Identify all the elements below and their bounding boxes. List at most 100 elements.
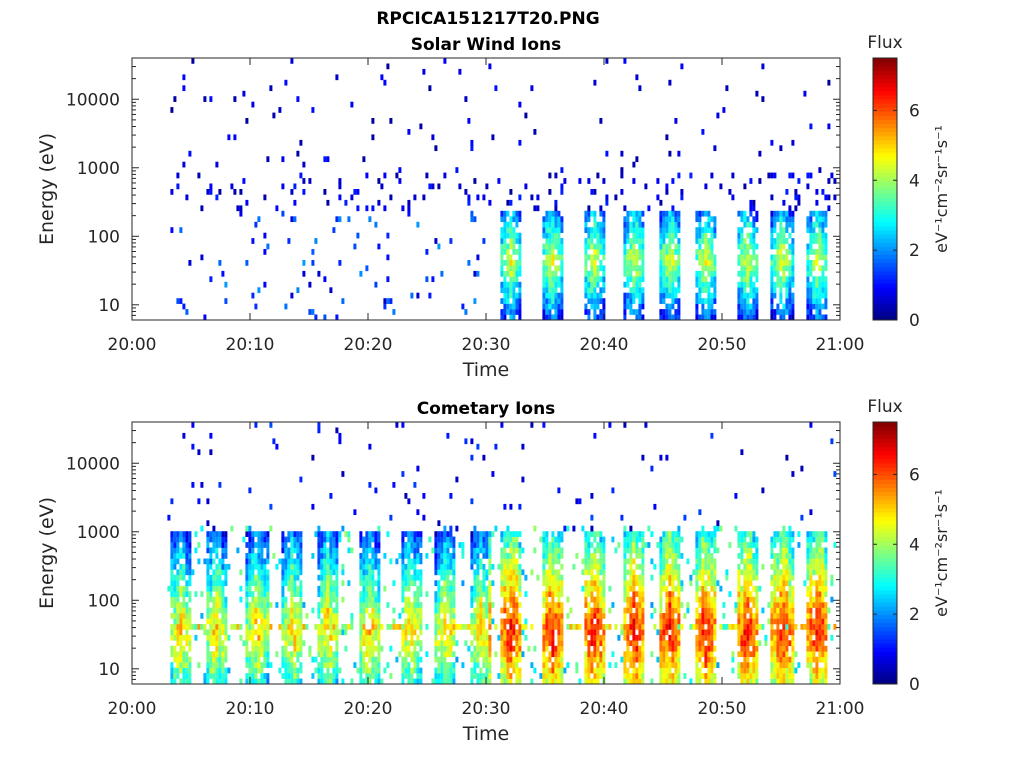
heatmap-cell <box>620 624 624 630</box>
heatmap-cell <box>770 292 774 299</box>
heatmap-cell <box>599 563 603 570</box>
heatmap-cell <box>266 531 270 537</box>
heatmap-cell <box>176 596 180 603</box>
heatmap-cell <box>281 618 285 625</box>
heatmap-cell <box>485 591 489 597</box>
heatmap-cell <box>170 673 174 679</box>
heatmap-cell <box>221 602 225 608</box>
heatmap-cell <box>374 563 378 570</box>
heatmap-cell <box>557 281 561 288</box>
heatmap-cell <box>737 596 741 603</box>
heatmap-cell <box>707 536 711 543</box>
heatmap-cell <box>713 563 717 570</box>
heatmap-cell <box>749 640 753 647</box>
heatmap-cell <box>695 596 699 603</box>
heatmap-cell <box>788 270 792 277</box>
heatmap-cell <box>188 563 192 570</box>
heatmap-cell <box>317 667 321 674</box>
heatmap-cell <box>779 210 783 217</box>
heatmap-cell <box>218 645 222 652</box>
heatmap-cell <box>545 232 549 239</box>
heatmap-cell <box>632 574 636 581</box>
heatmap-cell <box>401 580 405 587</box>
heatmap-cell <box>707 591 711 597</box>
heatmap-cell <box>554 678 558 685</box>
heatmap-cell <box>809 123 813 130</box>
heatmap-cell <box>743 662 747 668</box>
heatmap-cell <box>641 536 645 543</box>
heatmap-cell <box>632 624 636 630</box>
heatmap-cell <box>446 678 450 685</box>
heatmap-cell <box>560 254 564 261</box>
heatmap-cell <box>770 309 774 315</box>
heatmap-cell <box>185 640 189 647</box>
heatmap-cell <box>776 634 780 641</box>
heatmap-cell <box>674 210 678 217</box>
heatmap-cell <box>470 613 474 619</box>
heatmap-cell <box>407 498 411 505</box>
heatmap-cell <box>449 624 453 630</box>
heatmap-cell <box>740 292 744 299</box>
heatmap-cell <box>335 569 339 576</box>
heatmap-cell <box>635 553 639 559</box>
heatmap-cell <box>317 645 321 652</box>
heatmap-cell <box>539 536 543 543</box>
heatmap-cell <box>710 569 714 576</box>
heatmap-cell <box>779 536 783 543</box>
heatmap-cell <box>791 629 795 636</box>
heatmap-cell <box>683 673 687 679</box>
heatmap-cell <box>443 574 447 581</box>
heatmap-cell <box>227 563 231 570</box>
heatmap-cell <box>755 662 759 668</box>
heatmap-cell <box>446 667 450 674</box>
heatmap-cell <box>659 292 663 299</box>
heatmap-cell <box>359 634 363 641</box>
heatmap-cell <box>452 574 456 581</box>
heatmap-cell <box>290 634 294 641</box>
heatmap-cell <box>623 238 627 244</box>
heatmap-cell <box>638 232 642 239</box>
heatmap-cell <box>791 667 795 674</box>
heatmap-cell <box>377 531 381 537</box>
heatmap-cell <box>599 118 603 124</box>
heatmap-cell <box>710 596 714 603</box>
heatmap-cell <box>365 172 369 179</box>
heatmap-cell <box>740 667 744 674</box>
heatmap-cell <box>170 580 174 587</box>
heatmap-cell <box>326 596 330 603</box>
heatmap-cell <box>200 624 204 630</box>
heatmap-cell <box>665 134 669 141</box>
heatmap-cell <box>455 640 459 647</box>
heatmap-cell <box>638 547 642 554</box>
heatmap-cell <box>344 624 348 630</box>
heatmap-cell <box>419 531 423 537</box>
heatmap-cell <box>317 624 321 630</box>
heatmap-cell <box>506 618 510 625</box>
heatmap-cell <box>311 107 315 113</box>
heatmap-cell <box>770 580 774 587</box>
heatmap-cell <box>617 542 621 548</box>
heatmap-cell <box>311 249 315 255</box>
colorbar-swatch <box>873 123 897 129</box>
heatmap-cell <box>449 629 453 636</box>
heatmap-cell <box>518 287 522 294</box>
heatmap-cell <box>662 673 666 679</box>
heatmap-cell <box>776 303 780 310</box>
heatmap-cell <box>755 678 759 685</box>
heatmap-cell <box>473 536 477 543</box>
heatmap-cell <box>824 210 828 217</box>
heatmap-cell <box>266 243 270 250</box>
heatmap-cell <box>362 574 366 581</box>
heatmap-cell <box>485 542 489 548</box>
heatmap-cell <box>383 205 387 212</box>
heatmap-cell <box>557 634 561 641</box>
heatmap-cell <box>785 667 789 674</box>
heatmap-cell <box>590 265 594 272</box>
heatmap-cell <box>179 624 183 630</box>
heatmap-cell <box>335 585 339 592</box>
heatmap-cell <box>416 640 420 647</box>
heatmap-cell <box>770 221 774 228</box>
heatmap-cell <box>704 629 708 636</box>
heatmap-cell <box>413 656 417 663</box>
heatmap-cell <box>584 569 588 576</box>
